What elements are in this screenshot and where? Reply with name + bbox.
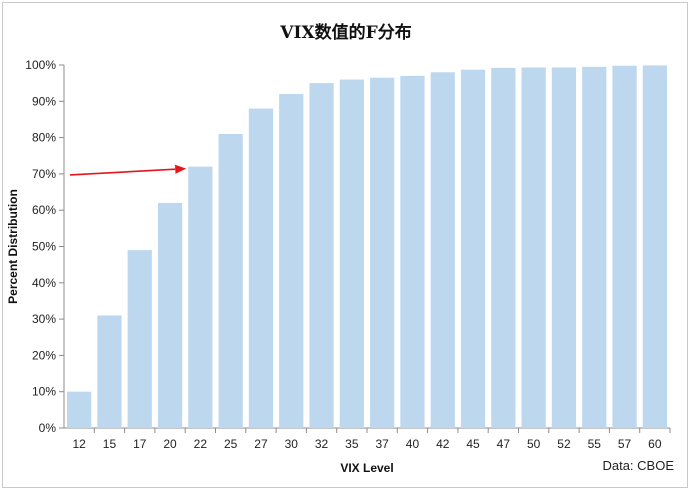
x-tick-label: 32: [315, 437, 329, 451]
x-tick-label: 25: [224, 437, 238, 451]
source-note: Data: CBOE: [602, 458, 674, 473]
bar: [157, 202, 183, 428]
x-tick-label: 55: [588, 437, 602, 451]
y-tick-label: 50%: [32, 240, 56, 254]
x-axis-title: VIX Level: [340, 461, 393, 475]
bar: [370, 77, 395, 428]
arrow-annotation: [69, 168, 176, 176]
bar: [67, 391, 92, 428]
y-tick-label: 60%: [32, 203, 56, 217]
bar: [248, 108, 274, 428]
y-tick-label: 70%: [32, 167, 56, 181]
bar: [430, 72, 455, 428]
y-tick-label: 100%: [25, 58, 56, 72]
y-tick-label: 90%: [32, 94, 56, 108]
y-tick-label: 10%: [32, 385, 56, 399]
bar: [491, 67, 516, 429]
bar: [582, 66, 607, 428]
arrow-head: [175, 164, 187, 174]
bar: [309, 83, 334, 429]
x-tick-label: 30: [285, 437, 299, 451]
x-tick-label: 57: [618, 437, 632, 451]
bar: [400, 75, 425, 428]
y-axis-title: Percent Distribution: [6, 189, 20, 304]
x-tick-label: 27: [254, 437, 268, 451]
x-tick-label: 37: [375, 437, 389, 451]
bar: [521, 67, 546, 428]
bar: [279, 94, 304, 428]
x-tick-label: 60: [648, 437, 662, 451]
bar: [188, 166, 213, 428]
x-tick-label: 47: [497, 437, 511, 451]
x-tick-label: 50: [527, 437, 541, 451]
x-tick-label: 42: [436, 437, 450, 451]
bar: [551, 67, 577, 428]
x-tick-label: 12: [72, 437, 86, 451]
y-tick-label: 80%: [32, 131, 56, 145]
x-tick-label: 45: [466, 437, 480, 451]
chart-title: VIX数值的F分布: [280, 23, 412, 43]
y-tick-label: 40%: [32, 276, 56, 290]
x-tick-label: 15: [103, 437, 117, 451]
x-tick-label: 35: [345, 437, 359, 451]
bar: [97, 315, 122, 428]
x-tick-label: 20: [163, 437, 177, 451]
bar: [642, 65, 667, 428]
x-tick-label: 22: [194, 437, 208, 451]
y-tick-label: 20%: [32, 348, 56, 362]
x-tick-label: 17: [133, 437, 147, 451]
bar: [339, 79, 364, 429]
bar: [127, 250, 152, 428]
x-tick-label: 52: [557, 437, 571, 451]
y-tick-label: 30%: [32, 312, 56, 326]
x-tick-label: 40: [406, 437, 420, 451]
bar: [460, 69, 486, 429]
bar: [612, 65, 637, 428]
y-tick-label: 0%: [39, 421, 57, 435]
bar: [218, 133, 243, 428]
